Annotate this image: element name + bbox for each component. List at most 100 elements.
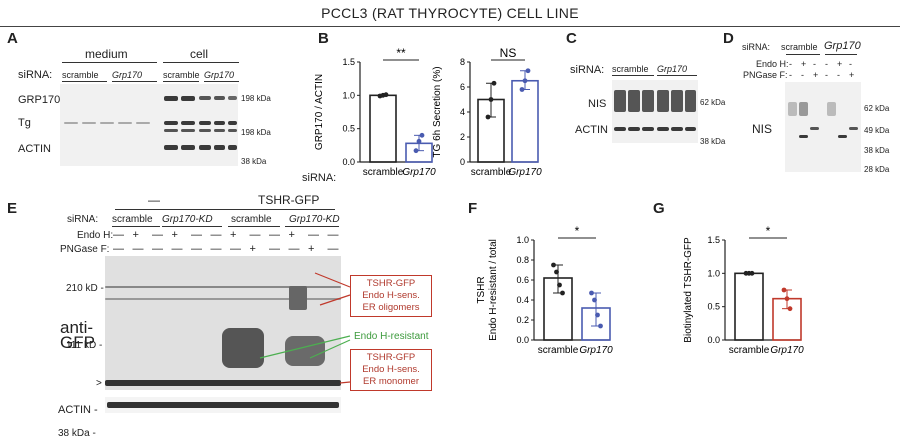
panel-g-chart: 0.0 0.5 1.0 1.5 scramble Grp170 * Biotinylated … (683, 224, 804, 356)
data-point (595, 312, 600, 318)
data-point (784, 296, 790, 302)
y-axis-label: GRP170 / ACTIN (314, 74, 325, 150)
panel-e-mw-111: 111 kD - (66, 340, 103, 351)
panel-c-label: C (566, 30, 577, 47)
panel-d-scramble: scramble (781, 42, 818, 52)
panel-c-row-nis: NIS (588, 98, 607, 110)
x-tick-label: scramble (363, 167, 404, 178)
treatment-mark: — (308, 229, 319, 241)
y-axis-label: TG 6h Secretion (%) (432, 66, 443, 157)
panel-a-scramble: scramble (62, 70, 99, 80)
panel-e-gfp-label: GFP (60, 333, 95, 352)
panel-e-monomer-arrow: > (96, 378, 102, 389)
panel-b-sirna-label: siRNA: (302, 172, 337, 184)
y-tick-label: 1.5 (342, 57, 355, 67)
y-tick-label: 0.0 (516, 335, 529, 345)
treatment-mark: - (825, 70, 828, 80)
panel-d-label: D (723, 30, 734, 47)
data-point (419, 132, 425, 138)
data-point (749, 270, 755, 276)
y-tick-label: 0.8 (516, 255, 529, 265)
figure-title: PCCL3 (RAT THYROCYTE) CELL LINE (321, 5, 579, 21)
data-point (560, 290, 565, 296)
panel-a-mw-38: 38 kDa (241, 157, 267, 166)
panel-c-blot (612, 80, 698, 143)
panel-d-png-label: PNGase F: (743, 70, 788, 80)
treatment-mark: — (152, 229, 163, 241)
panel-a-mw-198-a: 198 kDa (241, 94, 271, 103)
treatment-mark: — (210, 229, 222, 241)
panel-a-mw-198-b: 198 kDa (241, 128, 271, 137)
x-tick-label: scramble (729, 345, 770, 356)
bar (511, 79, 539, 163)
panel-e-group-none: — (148, 193, 160, 207)
y-tick-label: 2 (460, 132, 465, 142)
panel-e-scramble-2: scramble (231, 214, 272, 225)
data-point (413, 148, 419, 154)
treatment-mark: — (191, 229, 202, 241)
y-tick-label: 6 (460, 82, 465, 92)
panel-a-row-grp170: GRP170 (18, 94, 61, 106)
panel-c-row-actin: ACTIN (575, 124, 608, 136)
treatment-mark: + (132, 229, 139, 241)
treatment-mark: — (327, 229, 339, 241)
treatment-mark: - (849, 59, 852, 69)
data-point (589, 290, 594, 296)
y-tick-label: 0.0 (707, 335, 720, 345)
y-tick-label: 0 (460, 157, 465, 167)
panel-e-annot-resistant: Endo H-resistant (354, 331, 429, 342)
treatment-mark: — (210, 243, 222, 255)
treatment-mark: — (249, 229, 261, 241)
y-tick-label: 1.5 (707, 235, 720, 245)
x-tick-label: scramble (538, 345, 579, 356)
treatment-mark: — (288, 243, 300, 255)
x-tick-label: Grp170 (579, 345, 613, 356)
treatment-mark: — (269, 229, 280, 241)
panel-e-blot (105, 256, 341, 390)
data-point (525, 68, 531, 74)
panel-d-mw-28: 28 kDa (864, 165, 890, 174)
treatment-mark: - (825, 59, 828, 69)
panel-c-mw-62: 62 kDa (700, 98, 726, 107)
panel-a-sirna-label: siRNA: (18, 69, 53, 81)
data-point (554, 269, 559, 275)
significance-label: * (766, 224, 771, 238)
data-point (488, 97, 494, 102)
panel-c-grp170: Grp170 (657, 64, 688, 74)
data-point (522, 78, 528, 84)
y-tick-label: 0.0 (342, 157, 355, 167)
x-tick-label: Grp170 (508, 167, 542, 178)
treatment-mark: - (789, 70, 792, 80)
treatment-mark: — (269, 243, 280, 255)
panel-e-kd: Grp170-KD (162, 214, 213, 225)
y-axis-label-2: Endo H-resistant / total (488, 239, 499, 341)
treatment-mark: + (801, 59, 807, 69)
data-point (491, 80, 497, 86)
treatment-mark: — (171, 243, 183, 255)
panel-e-annot-oligomers: TSHR-GFP Endo H-sens. ER oligomers (350, 275, 432, 317)
significance-label: NS (500, 46, 517, 60)
treatment-mark: — (113, 243, 124, 255)
panel-a-grp170: Grp170 (112, 70, 143, 80)
panel-d-row-nis: NIS (752, 122, 773, 136)
y-axis-label: TSHR (476, 276, 487, 303)
data-point (787, 306, 793, 312)
panel-d-grp170: Grp170 (824, 40, 861, 52)
panel-e-endo-label: Endo H: (77, 230, 114, 241)
treatment-mark: + (837, 59, 843, 69)
y-tick-label: 0.2 (516, 315, 529, 325)
treatment-mark: — (152, 243, 163, 255)
panel-e-mw-38: 38 kDa - (58, 428, 96, 439)
panel-e-kd-2: Grp170-KD (289, 214, 340, 225)
y-tick-label: 4 (460, 107, 465, 117)
treatment-mark: — (230, 243, 241, 255)
panel-a-blot (60, 84, 238, 166)
data-point (592, 297, 597, 303)
panel-e-sirna-label: siRNA: (67, 214, 99, 225)
data-point (383, 92, 389, 98)
treatment-mark: + (230, 229, 237, 241)
panel-a-group-cell: cell (190, 47, 209, 61)
panel-e-anti-label: anti- (60, 318, 94, 337)
treatment-mark: - (789, 59, 792, 69)
